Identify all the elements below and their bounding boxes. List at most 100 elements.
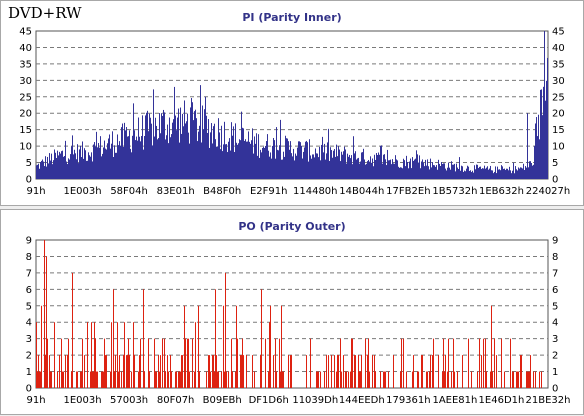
bar bbox=[126, 355, 127, 388]
bar bbox=[280, 371, 281, 388]
bar bbox=[468, 338, 469, 388]
bar bbox=[159, 113, 160, 179]
bar bbox=[464, 170, 465, 179]
bar bbox=[36, 322, 37, 388]
bar bbox=[174, 86, 175, 179]
bar bbox=[403, 158, 404, 179]
bar bbox=[418, 371, 419, 388]
bar bbox=[159, 371, 160, 388]
bar bbox=[51, 371, 52, 388]
bar bbox=[128, 338, 129, 388]
bar bbox=[392, 159, 393, 179]
bar bbox=[400, 371, 401, 388]
bar bbox=[331, 150, 332, 179]
bar bbox=[343, 355, 344, 388]
bar bbox=[491, 170, 492, 179]
bar bbox=[81, 371, 82, 388]
bar bbox=[190, 107, 191, 179]
bar bbox=[156, 125, 157, 179]
bar bbox=[54, 149, 55, 179]
bar bbox=[39, 371, 40, 388]
bar bbox=[181, 355, 182, 388]
bar bbox=[285, 135, 286, 179]
bar bbox=[110, 371, 111, 388]
y-tick-label-left: 8 bbox=[26, 252, 32, 263]
bar bbox=[43, 161, 44, 179]
bar bbox=[532, 165, 533, 179]
bar bbox=[71, 146, 72, 179]
bar bbox=[502, 166, 503, 179]
bar bbox=[270, 152, 271, 179]
bar bbox=[293, 148, 294, 179]
bar bbox=[278, 150, 279, 179]
bar bbox=[259, 157, 260, 179]
bar bbox=[453, 338, 454, 388]
bar bbox=[510, 170, 511, 179]
bar bbox=[331, 355, 332, 388]
bar bbox=[328, 355, 329, 388]
y-tick-label-left: 0 bbox=[26, 384, 32, 395]
bar bbox=[312, 154, 313, 179]
bar bbox=[365, 338, 366, 388]
bar bbox=[49, 355, 50, 388]
bar bbox=[180, 107, 181, 179]
bar bbox=[213, 355, 214, 388]
bar bbox=[210, 371, 211, 388]
bar bbox=[352, 338, 353, 388]
bar bbox=[123, 355, 124, 388]
bar bbox=[527, 113, 528, 179]
bar bbox=[56, 158, 57, 179]
bar bbox=[158, 138, 159, 179]
bar bbox=[111, 143, 112, 179]
y-tick-label-left: 7 bbox=[26, 268, 32, 279]
bar bbox=[77, 144, 78, 179]
bar bbox=[178, 371, 179, 388]
bar bbox=[300, 142, 301, 179]
bar bbox=[410, 158, 411, 179]
bar bbox=[309, 139, 310, 179]
bar bbox=[381, 145, 382, 179]
y-tick-label-left: 9 bbox=[26, 236, 32, 247]
bar bbox=[140, 338, 141, 388]
bar bbox=[449, 167, 450, 179]
bar bbox=[347, 153, 348, 179]
bar bbox=[498, 169, 499, 179]
bar bbox=[85, 150, 86, 179]
bar bbox=[220, 149, 221, 179]
bar bbox=[121, 127, 122, 179]
bar bbox=[399, 167, 400, 179]
bar bbox=[434, 165, 435, 179]
bar bbox=[115, 355, 116, 388]
bar bbox=[528, 371, 529, 388]
bar bbox=[514, 173, 515, 179]
bar bbox=[317, 153, 318, 179]
pi-chart-panel: DVD+RW PI (Parity Inner) 0 0 5 5 10 10 15 15 20 20… bbox=[0, 0, 584, 206]
bar bbox=[90, 156, 91, 179]
bar bbox=[231, 122, 232, 179]
bar bbox=[126, 127, 127, 179]
bar bbox=[492, 371, 493, 388]
bar bbox=[419, 155, 420, 179]
bar bbox=[535, 371, 536, 388]
bar bbox=[266, 141, 267, 179]
bar bbox=[103, 147, 104, 179]
bar bbox=[94, 142, 95, 179]
bar bbox=[203, 129, 204, 179]
bar bbox=[322, 136, 323, 179]
bar bbox=[153, 89, 154, 179]
bar bbox=[154, 136, 155, 179]
bar bbox=[155, 371, 156, 388]
bar bbox=[323, 152, 324, 179]
bar bbox=[206, 115, 207, 179]
bar bbox=[520, 355, 521, 388]
y-tick-label-left: 6 bbox=[26, 285, 32, 296]
bar bbox=[156, 371, 157, 388]
bar bbox=[90, 371, 91, 388]
bar bbox=[233, 126, 234, 179]
bar bbox=[547, 57, 548, 180]
bar bbox=[384, 154, 385, 179]
bar bbox=[147, 110, 148, 179]
bar bbox=[501, 165, 502, 179]
bar bbox=[400, 167, 401, 179]
x-tick-label: 1AEE81h bbox=[432, 395, 477, 406]
